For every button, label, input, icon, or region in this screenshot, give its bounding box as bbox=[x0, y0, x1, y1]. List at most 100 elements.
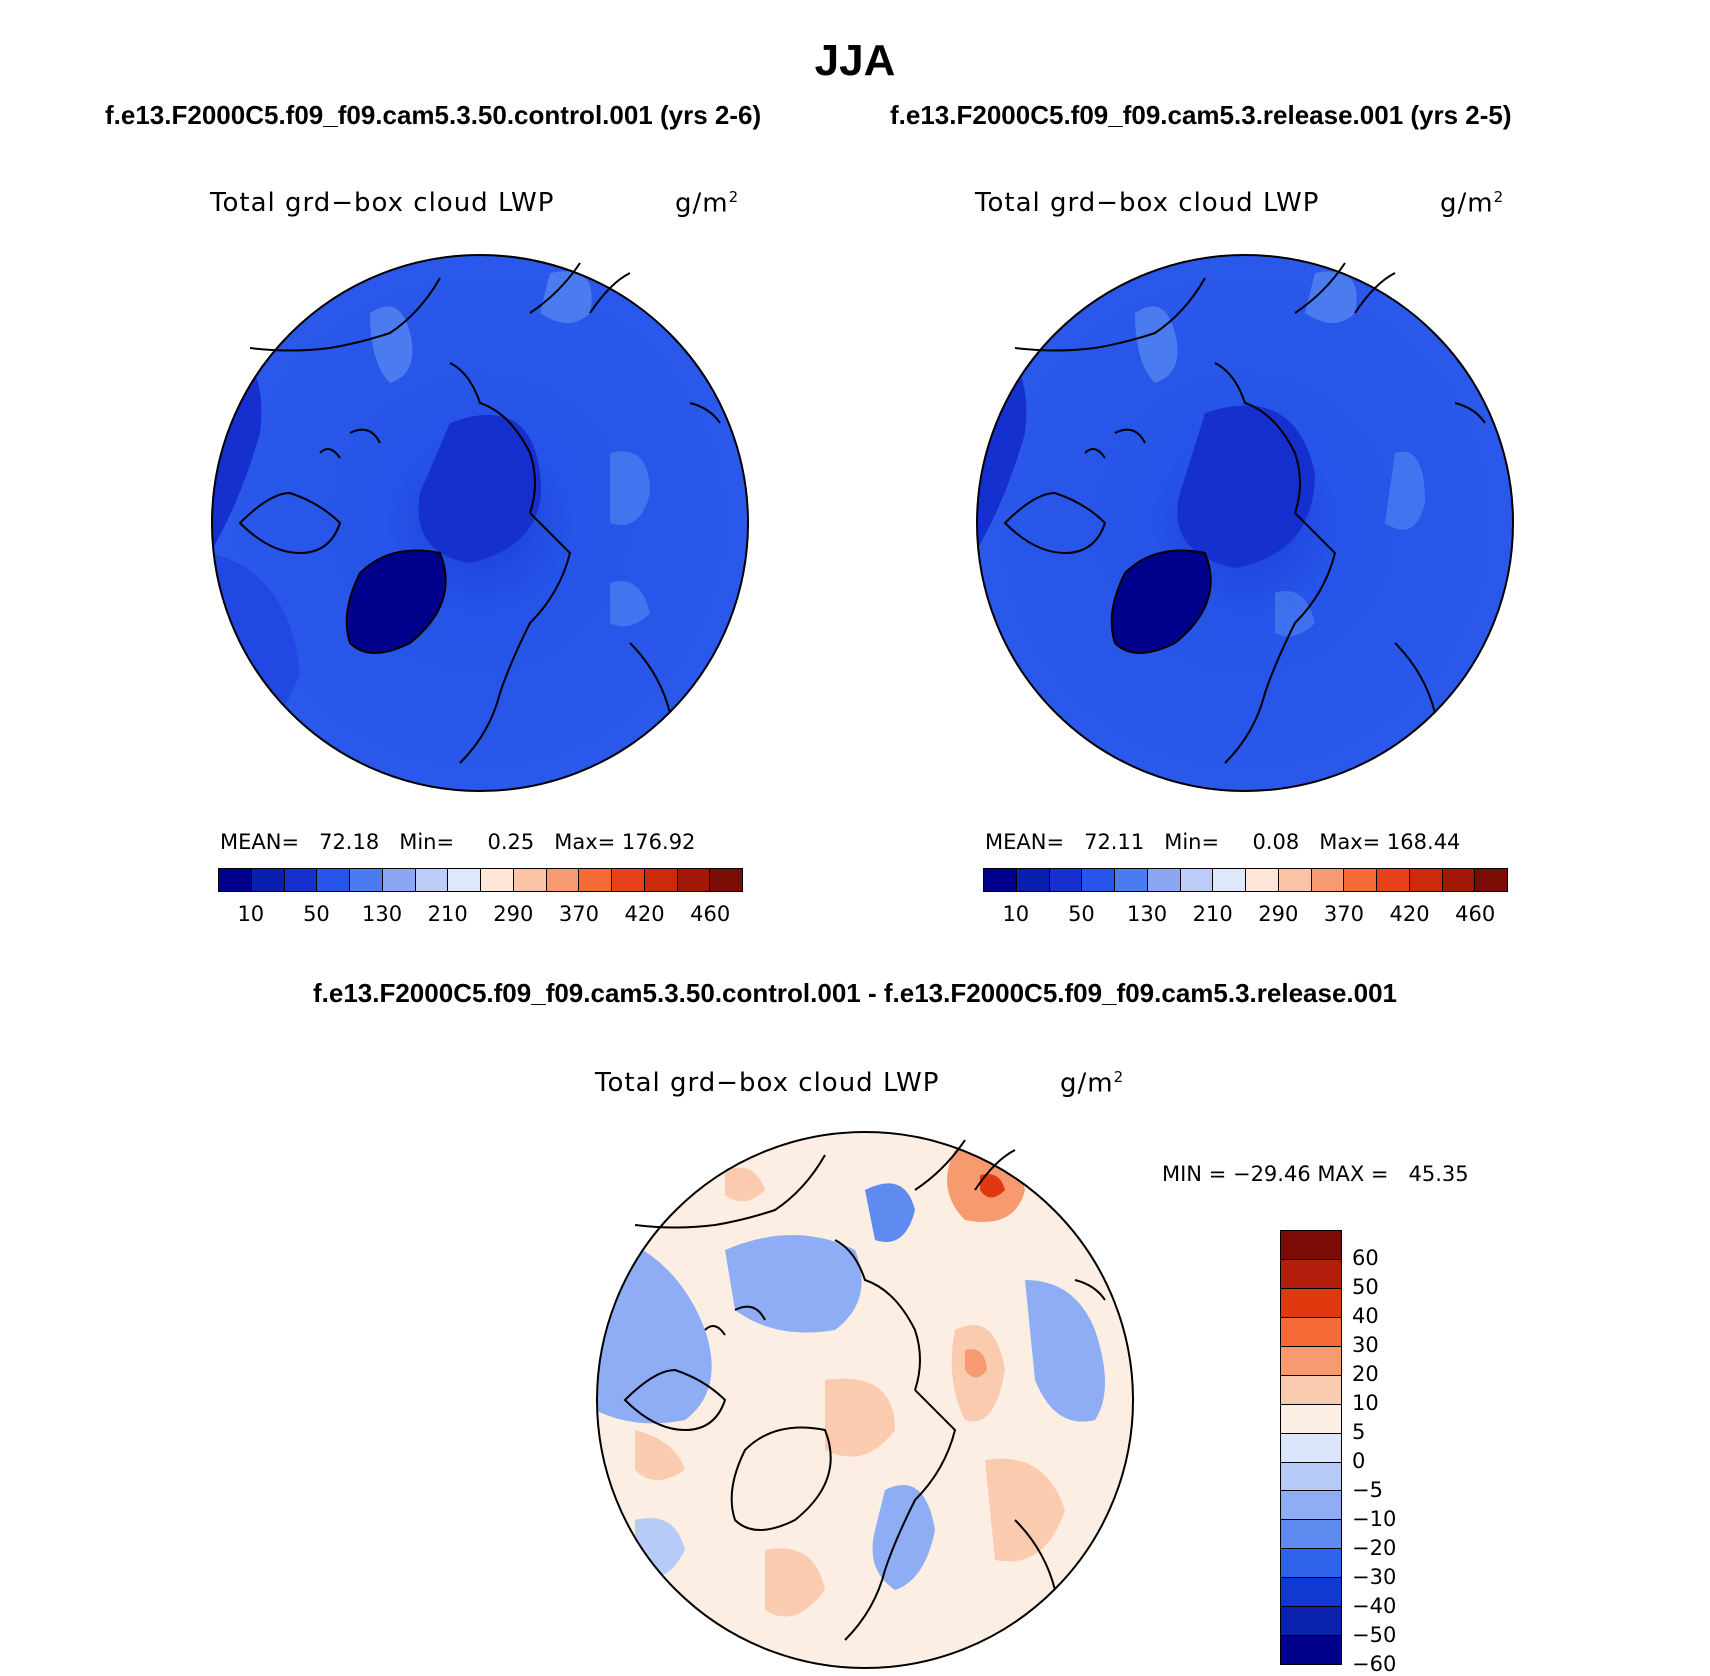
left-case-title: f.e13.F2000C5.f09_f09.cam5.3.50.control.… bbox=[105, 100, 762, 130]
colorbar-swatch bbox=[1180, 869, 1214, 891]
colorbar-tick-label: −50 bbox=[1352, 1623, 1397, 1647]
left-high-region bbox=[610, 581, 650, 627]
colorbar-tick-label: −60 bbox=[1352, 1652, 1397, 1676]
colorbar-swatch bbox=[1281, 1520, 1341, 1550]
colorbar-swatch bbox=[1278, 869, 1312, 891]
left-variable-label: Total grd−box cloud LWP bbox=[210, 188, 555, 218]
colorbar-tick-label: 420 bbox=[624, 902, 665, 926]
colorbar-swatch bbox=[710, 869, 742, 891]
difference-title: f.e13.F2000C5.f09_f09.cam5.3.50.control.… bbox=[312, 978, 1398, 1008]
colorbar-swatch bbox=[1281, 1636, 1341, 1665]
colorbar-swatch bbox=[448, 869, 481, 891]
colorbar-swatch bbox=[1213, 869, 1246, 891]
right-units-label: g/m2 bbox=[1440, 188, 1505, 219]
colorbar-tick-label: 420 bbox=[1389, 902, 1430, 926]
left-greenland-low bbox=[346, 550, 446, 653]
colorbar-tick-label: 50 bbox=[1352, 1275, 1379, 1299]
diff-positive-region bbox=[765, 1548, 825, 1617]
diff-positive-region bbox=[985, 1458, 1065, 1562]
colorbar-tick-label: 10 bbox=[1352, 1391, 1379, 1415]
colorbar-swatch bbox=[1281, 1578, 1341, 1608]
diff-negative-region bbox=[725, 1235, 862, 1333]
colorbar-tick-label: 370 bbox=[558, 902, 599, 926]
colorbar-tick-label: 210 bbox=[427, 902, 468, 926]
diff-positive-region bbox=[635, 1430, 685, 1480]
left-colorbar-labels: 10 50 130 210 290 370 420 460 bbox=[218, 902, 743, 932]
difference-polar-map bbox=[596, 1131, 1134, 1669]
colorbar-swatch bbox=[317, 869, 350, 891]
left-high-region bbox=[540, 271, 592, 323]
colorbar-tick-label: 10 bbox=[1002, 902, 1030, 926]
colorbar-swatch bbox=[1281, 1491, 1341, 1521]
left-low-region bbox=[418, 414, 542, 563]
figure-title: JJA bbox=[814, 36, 896, 85]
colorbar-tick-label: 460 bbox=[1455, 902, 1496, 926]
colorbar-swatch bbox=[251, 869, 285, 891]
left-colorbar bbox=[218, 868, 743, 892]
colorbar-tick-label: 50 bbox=[303, 902, 330, 926]
diff-positive-region bbox=[825, 1378, 895, 1457]
colorbar-swatch bbox=[1344, 869, 1377, 891]
colorbar-tick-label: 40 bbox=[1352, 1304, 1379, 1328]
diff-stats: MIN = −29.46 MAX = 45.35 bbox=[1162, 1162, 1469, 1186]
colorbar-tick-label: −10 bbox=[1352, 1507, 1397, 1531]
right-case-title: f.e13.F2000C5.f09_f09.cam5.3.release.001… bbox=[890, 100, 1512, 130]
colorbar-swatch bbox=[1311, 869, 1345, 891]
colorbar-swatch bbox=[1281, 1549, 1341, 1579]
colorbar-tick-label: −20 bbox=[1352, 1536, 1397, 1560]
colorbar-tick-label: −30 bbox=[1352, 1565, 1397, 1589]
colorbar-swatch bbox=[1409, 869, 1443, 891]
colorbar-swatch bbox=[1281, 1607, 1341, 1637]
diff-positive-peak bbox=[980, 1174, 1005, 1198]
right-polar-map bbox=[976, 254, 1514, 792]
colorbar-swatch bbox=[1475, 869, 1507, 891]
diff-positive-region bbox=[965, 1349, 987, 1378]
right-map-border bbox=[976, 254, 1514, 792]
colorbar-swatch bbox=[481, 869, 514, 891]
colorbar-swatch bbox=[1049, 869, 1083, 891]
colorbar-swatch bbox=[1377, 869, 1410, 891]
left-high-region bbox=[610, 451, 650, 525]
colorbar-tick-label: 460 bbox=[690, 902, 731, 926]
colorbar-swatch bbox=[1016, 869, 1050, 891]
colorbar-swatch bbox=[579, 869, 612, 891]
colorbar-tick-label: 60 bbox=[1352, 1246, 1379, 1270]
colorbar-swatch bbox=[1082, 869, 1115, 891]
colorbar-swatch bbox=[1246, 869, 1279, 891]
diff-negative-region bbox=[865, 1183, 915, 1242]
colorbar-swatch bbox=[1442, 869, 1476, 891]
diff-variable-label: Total grd−box cloud LWP bbox=[595, 1068, 940, 1098]
colorbar-tick-label: 290 bbox=[493, 902, 534, 926]
colorbar-swatch bbox=[513, 869, 547, 891]
colorbar-tick-label: 370 bbox=[1323, 902, 1364, 926]
colorbar-tick-label: 290 bbox=[1258, 902, 1299, 926]
colorbar-swatch bbox=[1281, 1404, 1341, 1434]
colorbar-swatch bbox=[1281, 1288, 1341, 1318]
left-high-region bbox=[370, 306, 413, 383]
colorbar-tick-label: 210 bbox=[1192, 902, 1233, 926]
colorbar-swatch bbox=[612, 869, 645, 891]
left-polar-map bbox=[211, 254, 749, 792]
right-colorbar bbox=[983, 868, 1508, 892]
diff-negative-region bbox=[1025, 1280, 1105, 1422]
right-greenland-low bbox=[1111, 550, 1211, 653]
colorbar-swatch bbox=[984, 869, 1017, 891]
colorbar-tick-label: 10 bbox=[237, 902, 265, 926]
right-low-region bbox=[1177, 405, 1315, 568]
right-high-region bbox=[1275, 591, 1315, 637]
colorbar-swatch bbox=[415, 869, 449, 891]
right-variable-label: Total grd−box cloud LWP bbox=[975, 188, 1320, 218]
left-map-border bbox=[211, 254, 749, 792]
colorbar-swatch bbox=[1115, 869, 1148, 891]
left-coastlines bbox=[238, 262, 721, 764]
colorbar-swatch bbox=[284, 869, 318, 891]
colorbar-tick-label: −40 bbox=[1352, 1594, 1397, 1618]
colorbar-swatch bbox=[1281, 1462, 1341, 1492]
colorbar-swatch bbox=[644, 869, 678, 891]
colorbar-swatch bbox=[350, 869, 383, 891]
diff-units-label: g/m2 bbox=[1060, 1068, 1125, 1099]
diff-coastlines bbox=[623, 1139, 1106, 1641]
colorbar-swatch bbox=[1281, 1259, 1341, 1289]
right-stats: MEAN= 72.11 Min= 0.08 Max= 168.44 bbox=[985, 830, 1461, 854]
colorbar-swatch bbox=[219, 869, 252, 891]
